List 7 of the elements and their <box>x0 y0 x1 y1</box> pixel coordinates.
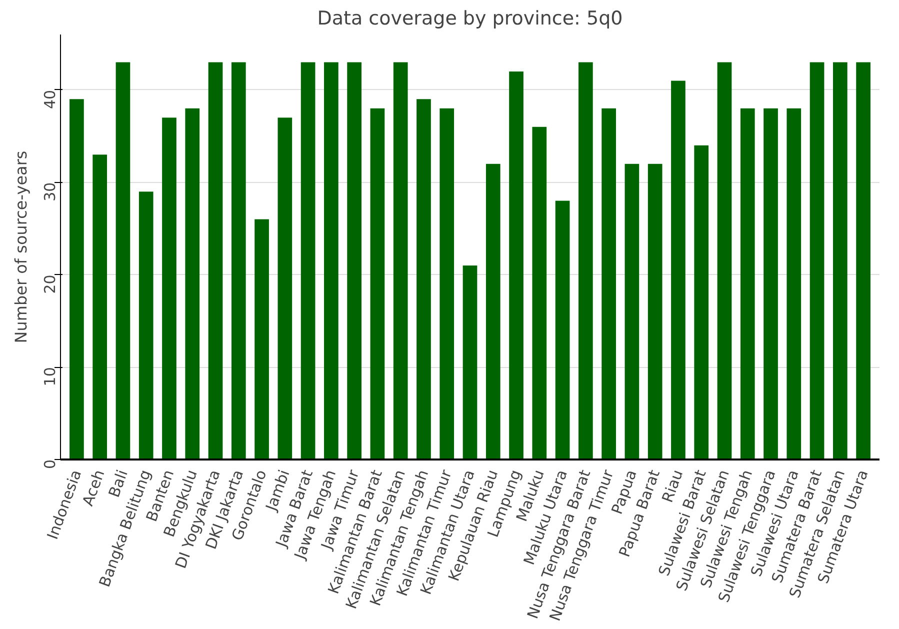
y-tick-label: 10 <box>41 367 59 386</box>
y-tick-label: 0 <box>41 459 59 470</box>
chart-title: Data coverage by province: 5q0 <box>317 8 623 30</box>
y-axis-title: Number of source-years <box>12 150 30 344</box>
y-tick-label: 20 <box>41 274 59 294</box>
y-tick-label: 40 <box>41 90 59 110</box>
y-tick-label: 30 <box>41 182 59 202</box>
